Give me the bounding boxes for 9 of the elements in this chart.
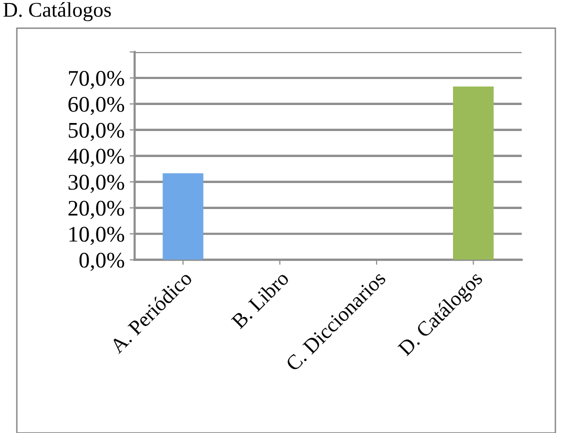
y-tick-label: 10,0% xyxy=(69,226,124,245)
y-tick-label: 30,0% xyxy=(68,174,124,193)
text: D. Catálogos xyxy=(3,2,111,22)
y-tick-label: 20,0% xyxy=(68,200,124,219)
y-tick-label: 50,0% xyxy=(68,122,124,142)
y-tick-label: 70,0% xyxy=(68,70,124,90)
y-tick-label: 60,0% xyxy=(68,96,124,116)
y-tick-label: 0,0% xyxy=(79,252,124,271)
y-tick-label: 40,0% xyxy=(68,148,124,168)
